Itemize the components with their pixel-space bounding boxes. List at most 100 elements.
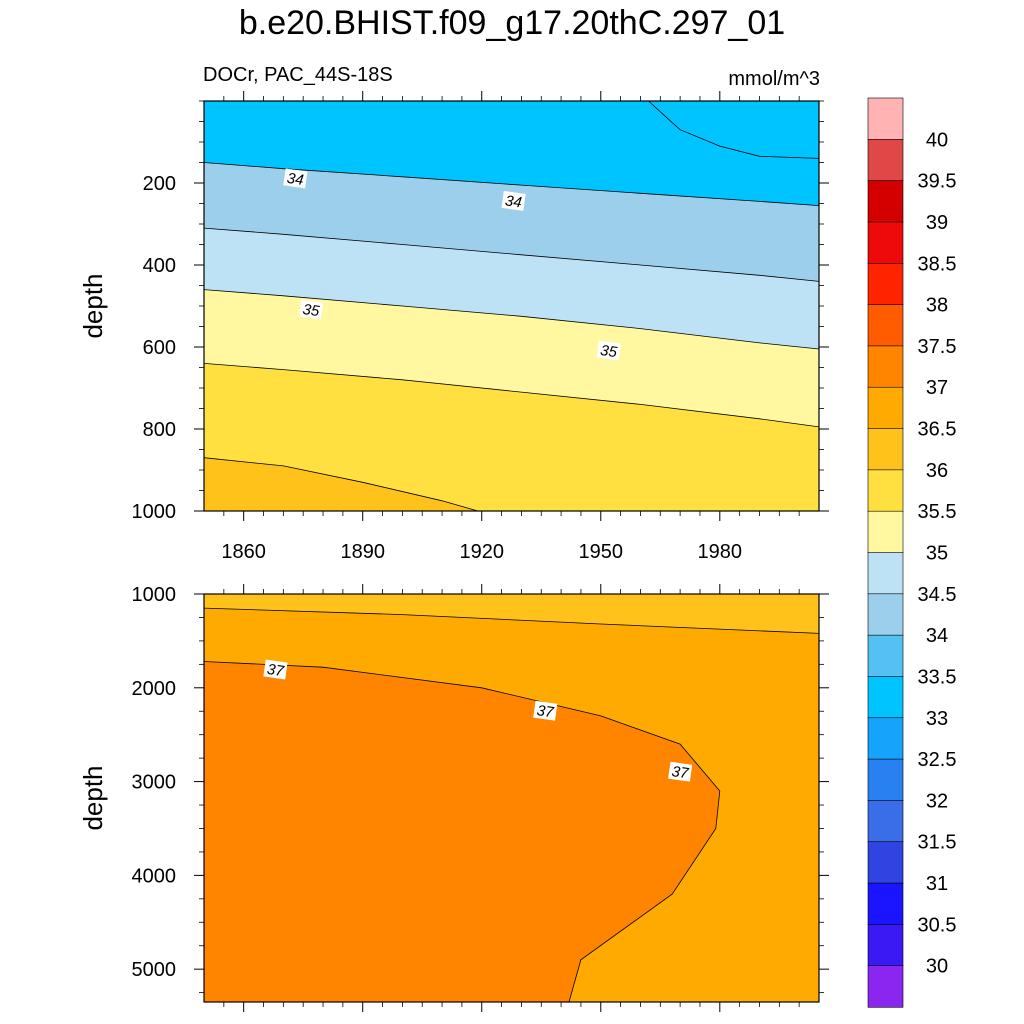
contour-label: 37 <box>533 700 558 721</box>
colorbar-box <box>867 304 904 347</box>
contour-label-text: 34 <box>286 170 305 189</box>
contour-label-text: 37 <box>536 702 556 721</box>
contour-label-bg <box>501 190 526 211</box>
plot-title: b.e20.BHIST.f09_g17.20thC.297_01 <box>238 4 786 42</box>
colorbar-label: 36 <box>926 460 948 482</box>
colorbar-label: 39 <box>926 212 948 234</box>
contour-line-36 <box>204 457 478 511</box>
contour-label-bg <box>533 700 558 721</box>
contour-fills <box>204 594 819 1002</box>
x-tick-label: 1950 <box>579 541 624 563</box>
colorbar-box <box>867 593 904 636</box>
contour-label-text: 35 <box>599 342 619 361</box>
contour-fills <box>204 101 819 511</box>
y-tick-label: 200 <box>143 173 176 195</box>
colorbar-label: 31.5 <box>918 832 957 854</box>
contour-line-34 <box>204 162 819 206</box>
contour-label: 35 <box>299 299 324 320</box>
contour-label-text: 34 <box>504 192 523 211</box>
colorbar-label: 32 <box>926 790 948 812</box>
x-tick-label: 1980 <box>698 541 743 563</box>
fill-region-35.5 <box>204 363 819 511</box>
contour-label-bg <box>299 299 324 320</box>
colorbar-box <box>867 676 904 719</box>
y-axis-label: depth <box>78 765 108 830</box>
contour-label-bg <box>283 168 308 189</box>
units-label: mmol/m^3 <box>728 68 820 90</box>
colorbar-box <box>867 882 904 925</box>
panel-upper: 34 34 35 35 1860 1890 1920 1950 1980 200 400 600 800… <box>78 91 829 563</box>
y-tick-label: 4000 <box>132 865 177 887</box>
colorbar-label: 37 <box>926 377 948 399</box>
x-tick-label: 1890 <box>340 541 385 563</box>
contour-label: 37 <box>263 659 288 680</box>
colorbar-box <box>867 221 904 264</box>
colorbar-label: 34.5 <box>918 584 957 606</box>
colorbar-box <box>867 180 904 223</box>
colorbar-box <box>867 758 904 802</box>
colorbar-box <box>867 800 904 843</box>
colorbar-label: 31 <box>926 873 948 895</box>
contour-line-33.5 <box>648 101 819 159</box>
x-tick-label: 1860 <box>221 541 266 563</box>
contour-label-text: 37 <box>266 661 286 680</box>
contour-lines <box>204 607 819 1002</box>
colorbar-label: 30 <box>926 956 948 978</box>
colorbar-label: 32.5 <box>918 749 957 771</box>
y-tick-label: 5000 <box>132 959 177 981</box>
colorbar-box <box>867 510 904 554</box>
colorbar: 40 39.5 39 38.5 38 37.5 37 36.5 36 35.5 35 34.5 34 33… <box>867 97 957 1008</box>
contour-label-text: 35 <box>302 301 322 320</box>
contour-label: 37 <box>668 761 693 782</box>
colorbar-label: 40 <box>926 129 948 151</box>
colorbar-label: 35.5 <box>918 501 957 523</box>
fill-region-37 <box>204 661 720 1002</box>
colorbar-box <box>867 841 904 884</box>
x-tick-label: 1920 <box>459 541 504 563</box>
fill-region-33 <box>648 101 819 159</box>
y-tick-label: 1000 <box>132 584 177 606</box>
contour-label: 35 <box>596 340 621 361</box>
colorbar-box <box>867 386 904 430</box>
colorbar-box <box>867 262 904 306</box>
contour-label: 34 <box>501 190 526 211</box>
colorbar-box <box>867 139 904 182</box>
colorbar-box <box>867 552 904 595</box>
colorbar-label: 33 <box>926 708 948 730</box>
contour-line-34.5 <box>204 227 819 282</box>
colorbar-label: 35 <box>926 543 948 565</box>
colorbar-label: 38 <box>926 295 948 317</box>
y-tick-label: 2000 <box>132 678 177 700</box>
contour-lines <box>204 101 819 511</box>
colorbar-label: 33.5 <box>918 667 957 689</box>
colorbar-box <box>867 345 904 388</box>
contour-label-bg <box>263 659 288 680</box>
colorbar-label: 39.5 <box>918 171 957 193</box>
contour-label: 34 <box>283 168 308 189</box>
colorbar-box <box>867 469 904 512</box>
colorbar-box <box>867 717 904 760</box>
plot-frame <box>203 593 820 1003</box>
colorbar-label: 38.5 <box>918 253 957 275</box>
colorbar-box <box>867 965 904 1008</box>
panel-lower: 37 37 37 1000 2000 3000 4000 5000 depth <box>78 584 829 1012</box>
colorbar-box <box>867 634 904 678</box>
contour-line-35.5 <box>204 363 819 428</box>
fill-region-36 <box>204 457 478 511</box>
y-tick-label: 1000 <box>132 501 177 523</box>
colorbar-box <box>867 428 904 471</box>
colorbar-label: 30.5 <box>918 914 957 936</box>
contour-label-text: 37 <box>671 763 691 782</box>
colorbar-label: 37.5 <box>918 336 957 358</box>
y-tick-label: 800 <box>143 419 176 441</box>
colorbar-label: 34 <box>926 625 948 647</box>
contour-label-bg <box>596 340 621 361</box>
y-tick-label: 400 <box>143 255 176 277</box>
contour-line-35 <box>204 289 819 350</box>
y-axis-label: depth <box>78 273 108 338</box>
contour-label-bg <box>668 761 693 782</box>
colorbar-label: 36.5 <box>918 419 957 441</box>
colorbar-box <box>867 97 904 140</box>
contour-line-36.5 <box>204 607 819 634</box>
